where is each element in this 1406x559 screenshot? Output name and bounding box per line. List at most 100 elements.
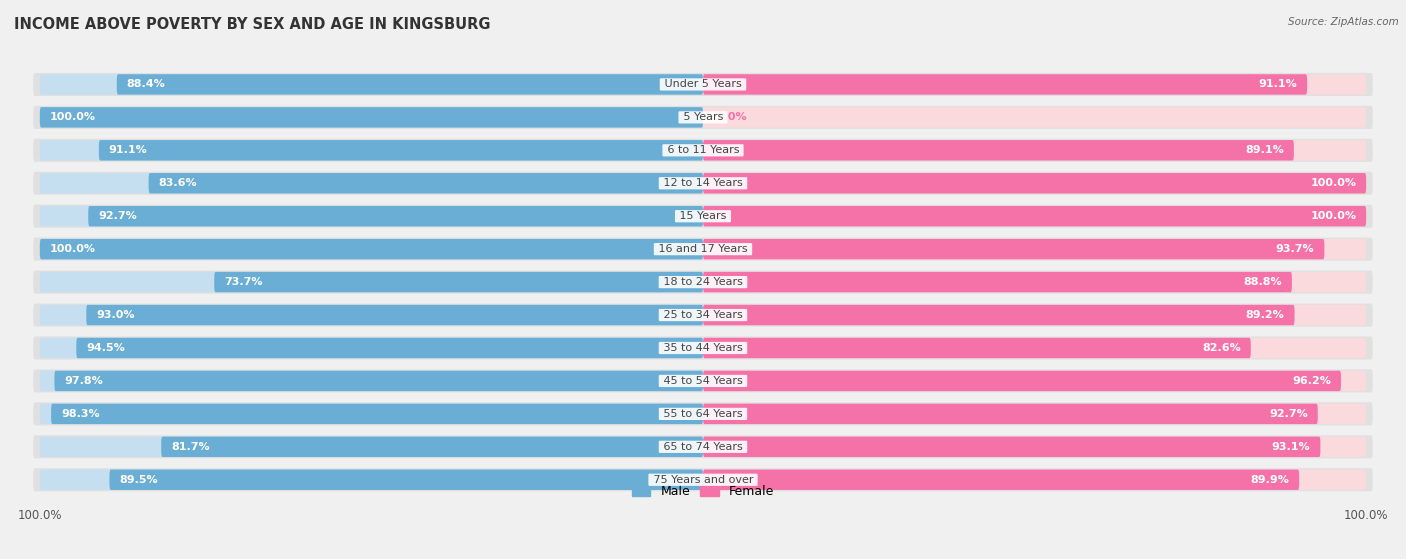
FancyBboxPatch shape bbox=[703, 239, 1367, 259]
FancyBboxPatch shape bbox=[34, 73, 1372, 96]
FancyBboxPatch shape bbox=[703, 74, 1308, 94]
FancyBboxPatch shape bbox=[34, 106, 1372, 129]
Text: 92.7%: 92.7% bbox=[98, 211, 136, 221]
Text: 96.2%: 96.2% bbox=[1292, 376, 1331, 386]
Text: 89.2%: 89.2% bbox=[1246, 310, 1285, 320]
FancyBboxPatch shape bbox=[34, 139, 1372, 162]
FancyBboxPatch shape bbox=[703, 272, 1292, 292]
Text: 94.5%: 94.5% bbox=[86, 343, 125, 353]
FancyBboxPatch shape bbox=[34, 238, 1372, 260]
FancyBboxPatch shape bbox=[703, 107, 1367, 127]
Text: 73.7%: 73.7% bbox=[224, 277, 263, 287]
FancyBboxPatch shape bbox=[34, 271, 1372, 293]
FancyBboxPatch shape bbox=[39, 437, 703, 457]
FancyBboxPatch shape bbox=[162, 437, 703, 457]
Text: 0.0%: 0.0% bbox=[716, 112, 747, 122]
FancyBboxPatch shape bbox=[39, 470, 703, 490]
FancyBboxPatch shape bbox=[703, 173, 1367, 193]
FancyBboxPatch shape bbox=[34, 369, 1372, 392]
FancyBboxPatch shape bbox=[89, 206, 703, 226]
Text: 89.1%: 89.1% bbox=[1246, 145, 1284, 155]
FancyBboxPatch shape bbox=[703, 272, 1367, 292]
FancyBboxPatch shape bbox=[39, 305, 703, 325]
FancyBboxPatch shape bbox=[39, 107, 703, 127]
FancyBboxPatch shape bbox=[703, 470, 1367, 490]
Text: 12 to 14 Years: 12 to 14 Years bbox=[659, 178, 747, 188]
FancyBboxPatch shape bbox=[39, 206, 703, 226]
FancyBboxPatch shape bbox=[39, 74, 703, 94]
Text: 45 to 54 Years: 45 to 54 Years bbox=[659, 376, 747, 386]
FancyBboxPatch shape bbox=[703, 437, 1320, 457]
FancyBboxPatch shape bbox=[39, 239, 703, 259]
Text: 100.0%: 100.0% bbox=[49, 112, 96, 122]
FancyBboxPatch shape bbox=[703, 173, 1367, 193]
Text: 93.0%: 93.0% bbox=[96, 310, 135, 320]
FancyBboxPatch shape bbox=[39, 140, 703, 160]
Text: 100.0%: 100.0% bbox=[1310, 211, 1357, 221]
Text: 88.4%: 88.4% bbox=[127, 79, 166, 89]
FancyBboxPatch shape bbox=[703, 140, 1367, 160]
FancyBboxPatch shape bbox=[703, 74, 1367, 94]
FancyBboxPatch shape bbox=[703, 338, 1251, 358]
FancyBboxPatch shape bbox=[110, 470, 703, 490]
FancyBboxPatch shape bbox=[703, 437, 1367, 457]
FancyBboxPatch shape bbox=[39, 239, 703, 259]
FancyBboxPatch shape bbox=[39, 371, 703, 391]
Text: 98.3%: 98.3% bbox=[60, 409, 100, 419]
FancyBboxPatch shape bbox=[39, 173, 703, 193]
Text: 89.5%: 89.5% bbox=[120, 475, 157, 485]
Text: 16 and 17 Years: 16 and 17 Years bbox=[655, 244, 751, 254]
FancyBboxPatch shape bbox=[703, 371, 1341, 391]
Text: 91.1%: 91.1% bbox=[108, 145, 148, 155]
Text: 97.8%: 97.8% bbox=[65, 376, 103, 386]
FancyBboxPatch shape bbox=[703, 470, 1299, 490]
FancyBboxPatch shape bbox=[34, 468, 1372, 491]
Text: 25 to 34 Years: 25 to 34 Years bbox=[659, 310, 747, 320]
FancyBboxPatch shape bbox=[34, 337, 1372, 359]
Legend: Male, Female: Male, Female bbox=[627, 480, 779, 503]
FancyBboxPatch shape bbox=[34, 172, 1372, 195]
Text: INCOME ABOVE POVERTY BY SEX AND AGE IN KINGSBURG: INCOME ABOVE POVERTY BY SEX AND AGE IN K… bbox=[14, 17, 491, 32]
FancyBboxPatch shape bbox=[703, 206, 1367, 226]
Text: 83.6%: 83.6% bbox=[159, 178, 197, 188]
FancyBboxPatch shape bbox=[34, 205, 1372, 228]
FancyBboxPatch shape bbox=[55, 371, 703, 391]
Text: 5 Years: 5 Years bbox=[679, 112, 727, 122]
Text: 6 to 11 Years: 6 to 11 Years bbox=[664, 145, 742, 155]
Text: 82.6%: 82.6% bbox=[1202, 343, 1241, 353]
FancyBboxPatch shape bbox=[703, 305, 1295, 325]
FancyBboxPatch shape bbox=[703, 404, 1317, 424]
Text: 100.0%: 100.0% bbox=[49, 244, 96, 254]
Text: 88.8%: 88.8% bbox=[1243, 277, 1282, 287]
FancyBboxPatch shape bbox=[34, 304, 1372, 326]
Text: Source: ZipAtlas.com: Source: ZipAtlas.com bbox=[1288, 17, 1399, 27]
Text: 81.7%: 81.7% bbox=[172, 442, 209, 452]
Text: 89.9%: 89.9% bbox=[1250, 475, 1289, 485]
FancyBboxPatch shape bbox=[34, 402, 1372, 425]
FancyBboxPatch shape bbox=[76, 338, 703, 358]
FancyBboxPatch shape bbox=[703, 371, 1367, 391]
Text: 65 to 74 Years: 65 to 74 Years bbox=[659, 442, 747, 452]
Text: 100.0%: 100.0% bbox=[1310, 178, 1357, 188]
FancyBboxPatch shape bbox=[703, 338, 1367, 358]
FancyBboxPatch shape bbox=[117, 74, 703, 94]
FancyBboxPatch shape bbox=[39, 404, 703, 424]
Text: 93.7%: 93.7% bbox=[1275, 244, 1315, 254]
FancyBboxPatch shape bbox=[214, 272, 703, 292]
Text: 55 to 64 Years: 55 to 64 Years bbox=[659, 409, 747, 419]
FancyBboxPatch shape bbox=[34, 435, 1372, 458]
Text: 15 Years: 15 Years bbox=[676, 211, 730, 221]
Text: 92.7%: 92.7% bbox=[1270, 409, 1308, 419]
FancyBboxPatch shape bbox=[86, 305, 703, 325]
FancyBboxPatch shape bbox=[703, 305, 1367, 325]
FancyBboxPatch shape bbox=[39, 338, 703, 358]
FancyBboxPatch shape bbox=[39, 272, 703, 292]
Text: 93.1%: 93.1% bbox=[1272, 442, 1310, 452]
Text: 35 to 44 Years: 35 to 44 Years bbox=[659, 343, 747, 353]
Text: 18 to 24 Years: 18 to 24 Years bbox=[659, 277, 747, 287]
FancyBboxPatch shape bbox=[703, 206, 1367, 226]
Text: 75 Years and over: 75 Years and over bbox=[650, 475, 756, 485]
FancyBboxPatch shape bbox=[703, 404, 1367, 424]
FancyBboxPatch shape bbox=[39, 107, 703, 127]
FancyBboxPatch shape bbox=[51, 404, 703, 424]
